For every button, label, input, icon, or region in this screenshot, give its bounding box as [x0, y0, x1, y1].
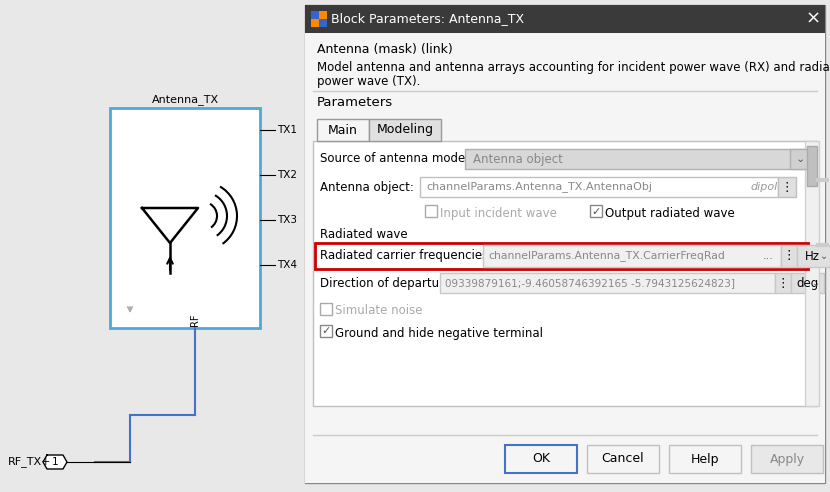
Bar	[319, 19, 327, 27]
Text: Antenna_TX: Antenna_TX	[151, 94, 218, 105]
Text: dipole: dipole	[750, 182, 784, 192]
Text: OK: OK	[532, 453, 550, 465]
Text: Cancel: Cancel	[602, 453, 644, 465]
Bar	[305, 5, 825, 33]
Bar	[778, 177, 796, 197]
Text: channelParams.Antenna_TX.CarrierFreqRad: channelParams.Antenna_TX.CarrierFreqRad	[488, 250, 725, 261]
Bar	[483, 245, 781, 267]
Bar	[781, 245, 797, 267]
Bar	[669, 445, 741, 473]
Text: ⋮: ⋮	[777, 277, 789, 289]
Text: Simulate noise: Simulate noise	[335, 305, 422, 317]
Text: Modeling: Modeling	[377, 123, 433, 136]
Text: ⌄: ⌄	[795, 154, 805, 164]
Bar	[420, 177, 778, 197]
Text: Radiated wave: Radiated wave	[320, 228, 408, 242]
Text: ×: ×	[805, 10, 821, 28]
Text: ✓: ✓	[321, 326, 330, 336]
Bar	[317, 119, 369, 141]
Bar	[791, 273, 824, 293]
Text: ⋮: ⋮	[781, 181, 793, 193]
Bar	[320, 303, 332, 315]
Text: Antenna (mask) (link): Antenna (mask) (link)	[317, 42, 452, 56]
Bar	[790, 149, 810, 169]
Text: Direction of departure: Direction of departure	[320, 277, 452, 289]
Bar	[775, 273, 791, 293]
Bar	[807, 146, 817, 186]
Text: Hz: Hz	[805, 249, 820, 263]
Bar	[311, 19, 319, 27]
Text: TX1: TX1	[277, 125, 297, 135]
Text: 1: 1	[51, 457, 58, 467]
Text: Parameters: Parameters	[317, 96, 393, 110]
Text: ✓: ✓	[591, 207, 600, 217]
Text: ...: ...	[763, 251, 774, 261]
Bar	[313, 141, 817, 406]
Bar	[587, 445, 659, 473]
Bar	[751, 445, 823, 473]
Text: Radiated carrier frequencies:: Radiated carrier frequencies:	[320, 249, 492, 263]
Bar	[305, 33, 825, 483]
Bar	[315, 243, 808, 269]
Text: Main: Main	[328, 123, 358, 136]
Bar	[311, 11, 319, 19]
Text: TX4: TX4	[277, 260, 297, 270]
Bar	[110, 108, 260, 328]
Bar	[440, 273, 775, 293]
Text: Help: Help	[691, 453, 720, 465]
Bar	[311, 11, 327, 27]
Text: Apply: Apply	[769, 453, 804, 465]
Bar	[305, 5, 825, 483]
Text: power wave (TX).: power wave (TX).	[317, 74, 420, 88]
Text: deg: deg	[796, 277, 818, 289]
Text: Source of antenna model:: Source of antenna model:	[320, 153, 472, 165]
Text: Antenna object:: Antenna object:	[320, 181, 414, 193]
Text: Ground and hide negative terminal: Ground and hide negative terminal	[335, 327, 543, 339]
Bar	[465, 149, 810, 169]
Text: TX2: TX2	[277, 170, 297, 180]
Polygon shape	[43, 455, 67, 469]
Bar	[319, 11, 327, 19]
Text: 09339879161;-9.46058746392165 -5.7943125624823]: 09339879161;-9.46058746392165 -5.7943125…	[445, 278, 735, 288]
Text: ⋮: ⋮	[783, 249, 795, 263]
Text: Antenna object: Antenna object	[473, 153, 563, 165]
Bar	[590, 205, 602, 217]
Text: Block Parameters: Antenna_TX: Block Parameters: Antenna_TX	[331, 12, 524, 26]
Text: Model antenna and antenna arrays accounting for incident power wave (RX) and rad: Model antenna and antenna arrays account…	[317, 61, 830, 73]
Text: ⌄: ⌄	[812, 278, 820, 288]
Text: RF: RF	[190, 314, 200, 326]
Bar	[505, 445, 577, 473]
Bar	[320, 325, 332, 337]
Text: Output radiated wave: Output radiated wave	[605, 207, 735, 219]
Text: Input incident wave: Input incident wave	[440, 207, 557, 219]
Bar	[369, 119, 441, 141]
Bar	[797, 245, 830, 267]
Text: TX3: TX3	[277, 215, 297, 225]
Bar	[805, 141, 819, 406]
Polygon shape	[142, 208, 198, 243]
Text: RF_TX+: RF_TX+	[8, 457, 51, 467]
Text: channelParams.Antenna_TX.AntennaObj: channelParams.Antenna_TX.AntennaObj	[426, 182, 652, 192]
Bar	[0, 0, 300, 492]
Text: ⌄: ⌄	[820, 251, 828, 261]
Bar	[425, 205, 437, 217]
